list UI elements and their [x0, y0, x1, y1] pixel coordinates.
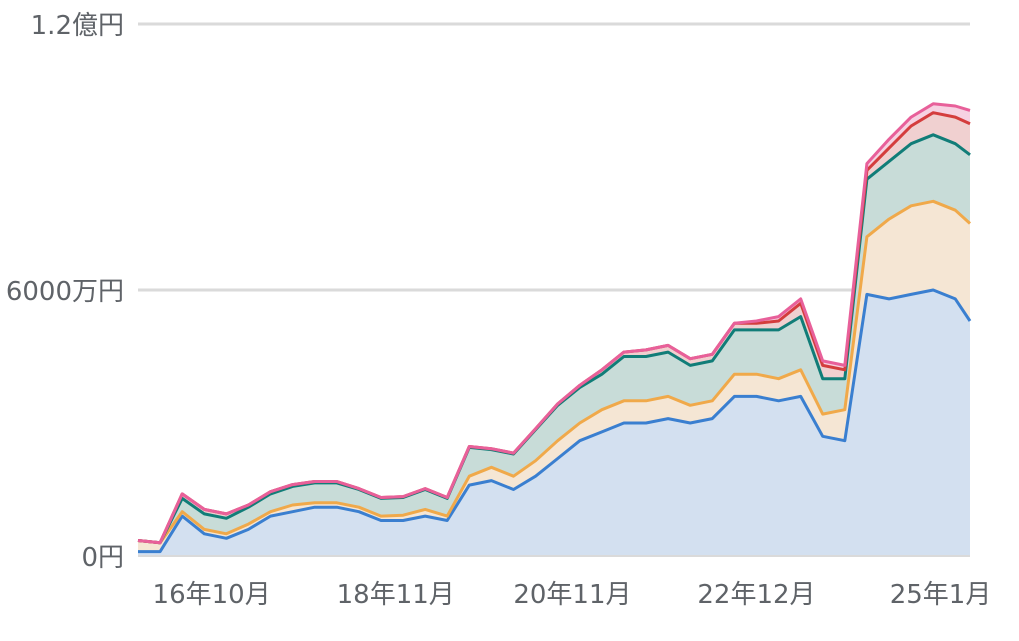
x-tick-label: 22年12月 — [697, 580, 815, 610]
series-lines — [137, 102, 972, 554]
series-line-2 — [137, 199, 972, 545]
y-tick-label: 0円 — [81, 543, 124, 573]
x-tick-label: 25年1月 — [890, 580, 992, 610]
series-areas — [138, 103, 970, 556]
x-tick-label: 16年10月 — [153, 580, 271, 610]
series-area-5 — [138, 103, 970, 543]
x-tick-label: 18年11月 — [337, 580, 455, 610]
series-line-5 — [137, 102, 971, 545]
series-area-1 — [138, 290, 970, 556]
x-tick-label: 20年11月 — [513, 580, 631, 610]
x-axis-tick-labels: 16年10月 18年11月 20年11月 22年12月 25年1月 — [153, 580, 992, 610]
y-tick-label: 1.2億円 — [31, 11, 124, 41]
y-axis-tick-labels: 0円 6000万円 1.2億円 — [6, 11, 124, 573]
series-area-4 — [138, 112, 970, 543]
series-area-3 — [138, 134, 970, 543]
series-line-1 — [138, 288, 972, 554]
gridlines — [138, 22, 970, 292]
y-tick-label: 6000万円 — [6, 277, 124, 307]
